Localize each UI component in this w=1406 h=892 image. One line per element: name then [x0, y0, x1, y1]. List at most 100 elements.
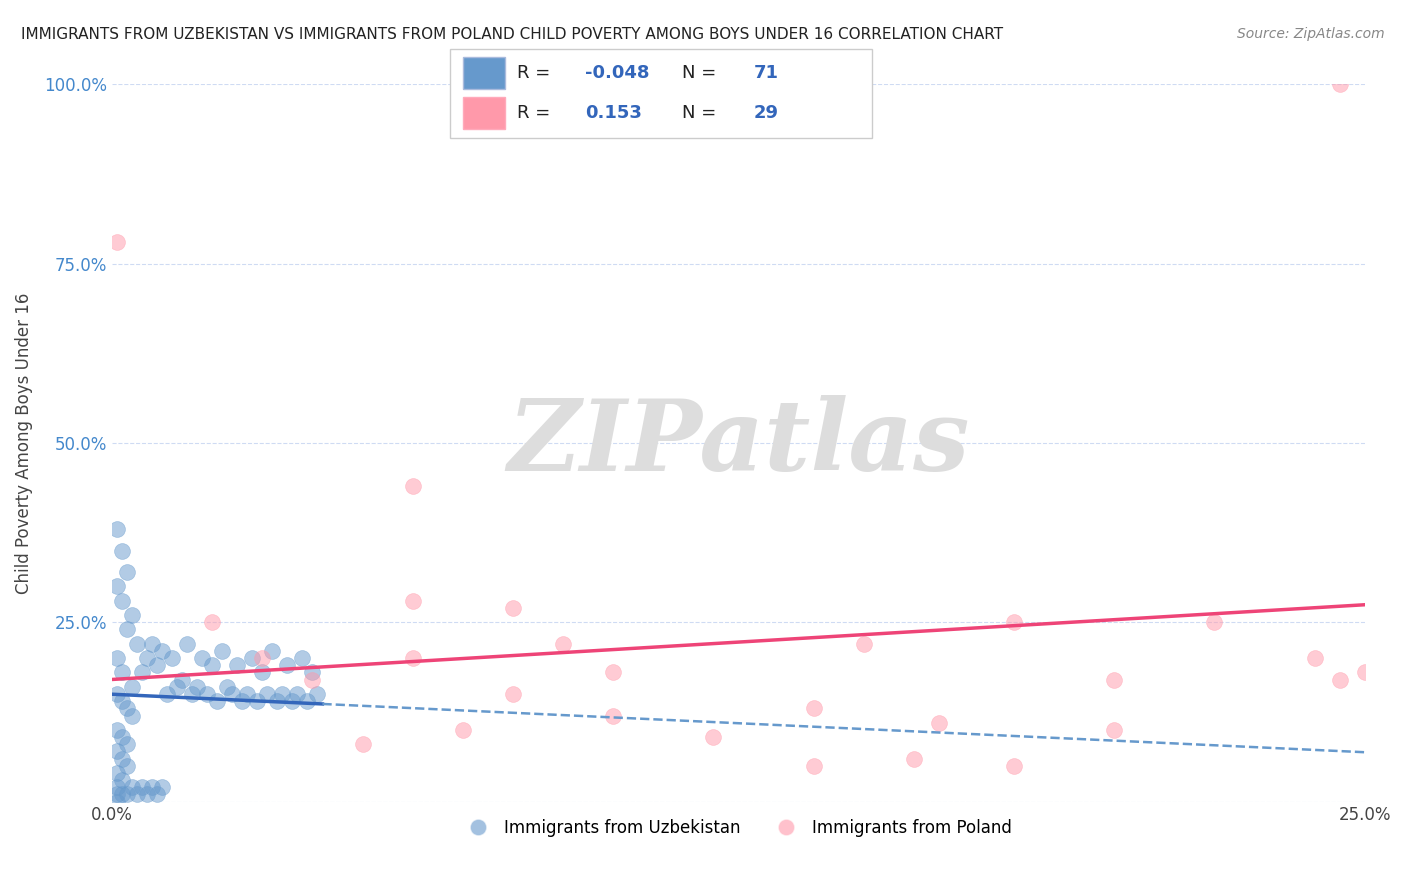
Point — [231, 694, 253, 708]
Point — [211, 644, 233, 658]
Point — [1329, 78, 1351, 92]
Point — [115, 565, 138, 579]
Point — [105, 723, 128, 737]
Point — [111, 730, 134, 744]
Point — [271, 687, 294, 701]
Point — [281, 694, 304, 708]
Point — [181, 687, 204, 701]
Point — [297, 694, 319, 708]
Text: 0.153: 0.153 — [585, 104, 641, 122]
Point — [205, 694, 228, 708]
Point — [240, 651, 263, 665]
Text: 71: 71 — [754, 64, 779, 82]
Point — [1354, 665, 1376, 680]
Point — [150, 780, 173, 795]
Point — [252, 651, 274, 665]
Point — [111, 594, 134, 608]
Point — [401, 594, 423, 608]
Point — [141, 780, 163, 795]
Point — [115, 758, 138, 772]
Point — [111, 694, 134, 708]
Point — [105, 687, 128, 701]
Point — [276, 658, 298, 673]
Point — [105, 235, 128, 250]
Point — [105, 744, 128, 758]
Point — [111, 788, 134, 802]
Point — [1102, 723, 1125, 737]
Point — [451, 723, 474, 737]
Point — [287, 687, 309, 701]
Point — [166, 680, 188, 694]
Point — [236, 687, 259, 701]
Point — [105, 765, 128, 780]
Point — [301, 673, 323, 687]
Point — [156, 687, 179, 701]
Text: R =: R = — [517, 64, 557, 82]
Point — [115, 623, 138, 637]
Point — [111, 773, 134, 788]
Point — [131, 665, 153, 680]
Point — [105, 522, 128, 536]
Point — [803, 758, 825, 772]
Point — [401, 479, 423, 493]
Point — [191, 651, 214, 665]
Text: N =: N = — [682, 104, 721, 122]
Point — [146, 788, 169, 802]
Text: 29: 29 — [754, 104, 779, 122]
Point — [928, 715, 950, 730]
FancyBboxPatch shape — [450, 49, 872, 138]
Point — [221, 687, 243, 701]
Point — [125, 637, 148, 651]
Point — [852, 637, 875, 651]
Point — [105, 579, 128, 593]
Text: IMMIGRANTS FROM UZBEKISTAN VS IMMIGRANTS FROM POLAND CHILD POVERTY AMONG BOYS UN: IMMIGRANTS FROM UZBEKISTAN VS IMMIGRANTS… — [21, 27, 1004, 42]
Point — [1303, 651, 1326, 665]
Point — [176, 637, 198, 651]
Point — [172, 673, 194, 687]
Point — [903, 751, 925, 765]
Point — [111, 543, 134, 558]
Point — [262, 644, 284, 658]
FancyBboxPatch shape — [463, 97, 505, 129]
Point — [201, 615, 224, 630]
Point — [111, 751, 134, 765]
Text: N =: N = — [682, 64, 721, 82]
Point — [121, 708, 143, 723]
Y-axis label: Child Poverty Among Boys Under 16: Child Poverty Among Boys Under 16 — [15, 293, 32, 594]
Point — [226, 658, 249, 673]
Point — [115, 737, 138, 751]
Point — [160, 651, 183, 665]
Point — [1204, 615, 1226, 630]
Point — [1002, 615, 1025, 630]
Point — [121, 780, 143, 795]
Point — [291, 651, 314, 665]
Point — [111, 665, 134, 680]
Point — [141, 637, 163, 651]
Point — [256, 687, 278, 701]
Point — [131, 780, 153, 795]
Point — [602, 708, 624, 723]
Point — [146, 658, 169, 673]
Point — [307, 687, 329, 701]
Point — [125, 788, 148, 802]
Text: R =: R = — [517, 104, 557, 122]
Point — [186, 680, 208, 694]
Point — [301, 665, 323, 680]
Point — [105, 780, 128, 795]
Legend: Immigrants from Uzbekistan, Immigrants from Poland: Immigrants from Uzbekistan, Immigrants f… — [458, 812, 1018, 844]
Point — [105, 788, 128, 802]
Text: ZIPatlas: ZIPatlas — [508, 395, 970, 491]
Point — [105, 795, 128, 809]
Point — [136, 788, 159, 802]
Point — [1002, 758, 1025, 772]
Point — [702, 730, 724, 744]
Point — [602, 665, 624, 680]
Point — [252, 665, 274, 680]
Point — [246, 694, 269, 708]
Point — [502, 687, 524, 701]
Point — [551, 637, 574, 651]
Point — [115, 701, 138, 715]
Point — [1102, 673, 1125, 687]
Point — [217, 680, 239, 694]
Point — [201, 658, 224, 673]
